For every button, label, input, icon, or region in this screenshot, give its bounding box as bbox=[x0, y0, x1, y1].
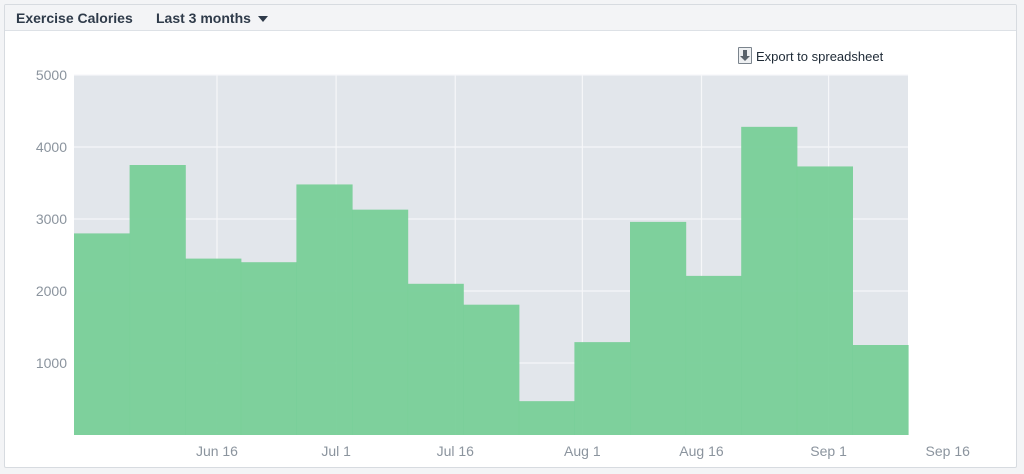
y-tick-label-1000: 1000 bbox=[36, 355, 67, 371]
x-tick-label-0: Jun 16 bbox=[196, 443, 238, 459]
bar-week-6 bbox=[352, 209, 409, 435]
bar-week-4 bbox=[240, 262, 297, 435]
date-range-label: Last 3 months bbox=[156, 10, 251, 26]
export-label: Export to spreadsheet bbox=[756, 49, 884, 64]
x-tick-label-5: Sep 1 bbox=[810, 443, 847, 459]
bar-week-14 bbox=[796, 166, 853, 435]
bar-week-12 bbox=[685, 275, 742, 435]
bar-week-3 bbox=[185, 258, 242, 435]
exercise-calories-chart: 1000 2000 3000 4000 5000 Jun 16 Jul 1 Jul 16 Aug… bbox=[36, 67, 971, 459]
x-tick-label-6: Sep 16 bbox=[926, 443, 971, 459]
bar-week-10 bbox=[574, 342, 631, 435]
bar-week-11 bbox=[630, 221, 687, 435]
bar-week-1 bbox=[74, 233, 131, 435]
y-tick-label-2000: 2000 bbox=[36, 283, 67, 299]
x-tick-label-4: Aug 16 bbox=[679, 443, 724, 459]
y-tick-label-3000: 3000 bbox=[36, 211, 67, 227]
x-tick-label-1: Jul 1 bbox=[321, 443, 351, 459]
x-tick-label-2: Jul 16 bbox=[437, 443, 475, 459]
bar-week-13 bbox=[741, 126, 798, 435]
bar-week-5 bbox=[296, 184, 353, 435]
date-range-dropdown[interactable]: Last 3 months bbox=[156, 10, 268, 26]
bar-week-7 bbox=[407, 283, 464, 435]
download-document-icon bbox=[738, 47, 752, 64]
bar-week-9 bbox=[518, 401, 575, 435]
chart-panel: Exercise Calories Last 3 months Export t… bbox=[4, 4, 1017, 468]
export-to-spreadsheet-link[interactable]: Export to spreadsheet bbox=[738, 47, 883, 64]
panel-header: Exercise Calories Last 3 months bbox=[5, 5, 1016, 31]
y-tick-label-4000: 4000 bbox=[36, 139, 67, 155]
x-tick-label-3: Aug 1 bbox=[564, 443, 601, 459]
bar-week-15 bbox=[852, 345, 909, 435]
y-tick-label-5000: 5000 bbox=[36, 67, 67, 83]
panel-title: Exercise Calories bbox=[16, 10, 133, 26]
bar-week-2 bbox=[129, 165, 186, 435]
bar-week-8 bbox=[463, 304, 520, 435]
caret-down-icon bbox=[257, 16, 268, 23]
